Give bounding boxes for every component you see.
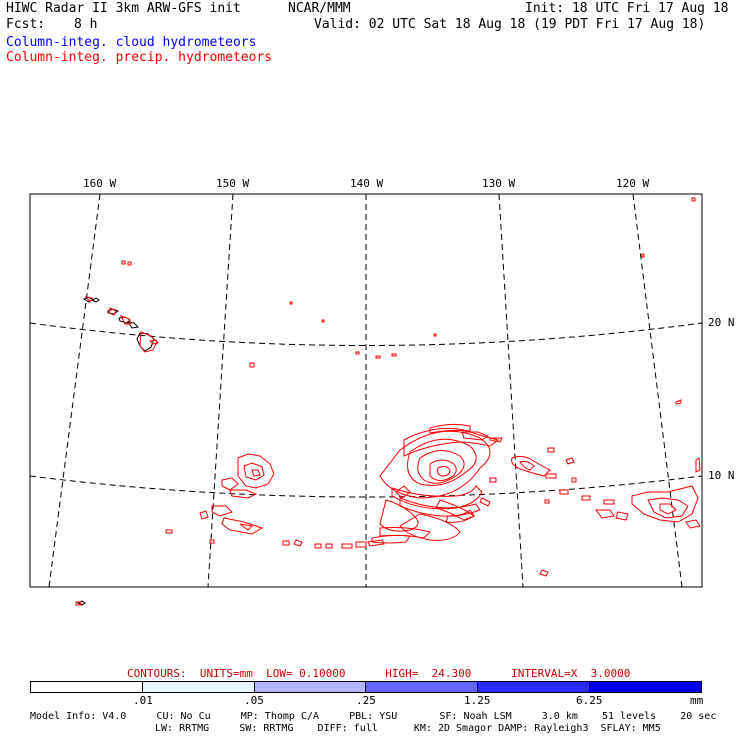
legend-precip-hydrometeors: Column-integ. precip. hydrometeors <box>6 50 273 65</box>
meridian-150w <box>207 193 234 588</box>
lat-label-10n: 10 N <box>708 469 735 482</box>
colorbar-segment-4 <box>477 682 590 692</box>
lon-label-130w: 130 W <box>482 177 515 190</box>
valid-time: Valid: 02 UTC Sat 18 Aug 18 (19 PDT Fri … <box>314 17 706 32</box>
model-info-line2: LW: RRTMG SW: RRTMG DIFF: full KM: 2D Sm… <box>155 723 661 734</box>
meridian-120w <box>632 193 683 588</box>
parallel-10n <box>29 475 703 498</box>
forecast-label: Fcst: <box>6 17 46 32</box>
colorbar-tick-4: 6.25 <box>576 694 603 707</box>
lon-label-140w: 140 W <box>350 177 383 190</box>
colorbar <box>30 681 702 693</box>
lon-label-160w: 160 W <box>83 177 116 190</box>
lon-label-120w: 120 W <box>616 177 649 190</box>
colorbar-tick-3: 1.25 <box>464 694 491 707</box>
colorbar-segment-2 <box>253 682 366 692</box>
lat-label-20n: 20 N <box>708 316 735 329</box>
precip-contours <box>75 197 701 606</box>
colorbar-units: mm <box>690 694 704 707</box>
meridian-130w <box>498 193 524 588</box>
model-info-line1: Model Info: V4.0 CU: No Cu MP: Thomp C/A… <box>30 711 717 722</box>
contours-info: CONTOURS: UNITS=mm LOW= 0.10000 HIGH= 24… <box>127 667 631 680</box>
legend-cloud-hydrometeors: Column-integ. cloud hydrometeors <box>6 35 257 50</box>
graticule <box>29 193 703 588</box>
forecast-hour: 8 h <box>74 17 98 32</box>
model-title: HIWC Radar II 3km ARW-GFS init <box>6 1 241 16</box>
meridian-160w <box>48 193 101 588</box>
colorbar-tick-2: .25 <box>356 694 376 707</box>
lon-label-150w: 150 W <box>216 177 249 190</box>
organization-label: NCAR/MMM <box>288 1 351 16</box>
init-time: Init: 18 UTC Fri 17 Aug 18 <box>525 1 729 16</box>
colorbar-segment-3 <box>365 682 478 692</box>
parallel-20n <box>29 322 703 346</box>
colorbar-tick-1: .05 <box>244 694 264 707</box>
colorbar-segment-1 <box>141 682 254 692</box>
colorbar-segment-5 <box>589 682 701 692</box>
colorbar-tick-0: .01 <box>133 694 153 707</box>
colorbar-segment-0 <box>31 682 142 692</box>
hawaii-coastline <box>76 296 155 606</box>
